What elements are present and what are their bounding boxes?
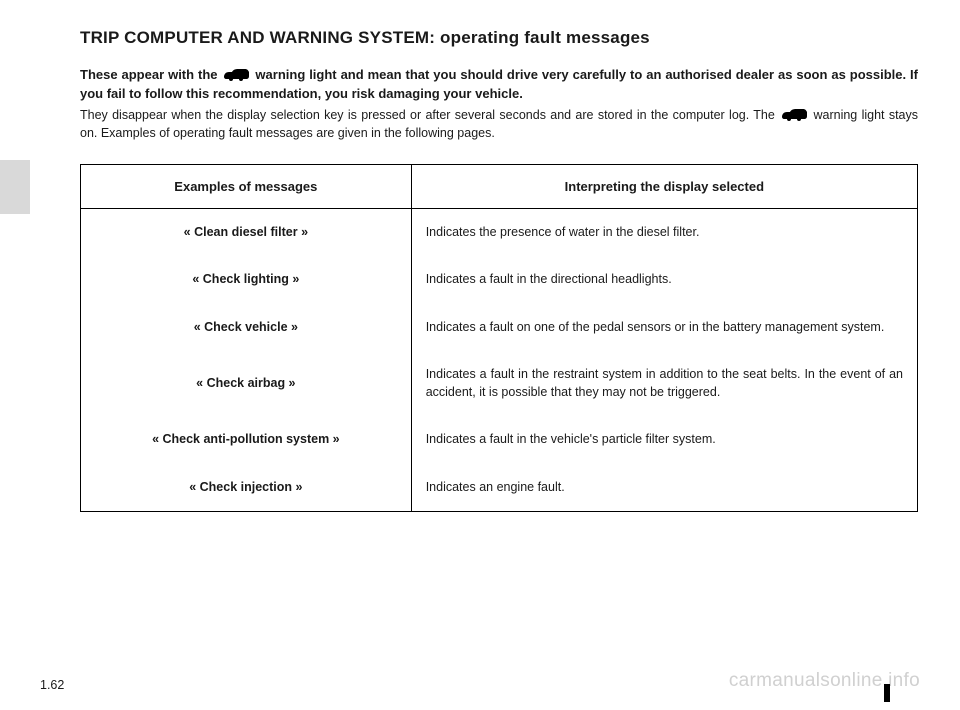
footer-mark — [884, 684, 890, 702]
intro-bold-text-1: These appear with the — [80, 67, 221, 82]
fault-messages-table: Examples of messages Interpreting the di… — [80, 164, 918, 513]
table-header-row: Examples of messages Interpreting the di… — [81, 164, 918, 208]
header-interpreting: Interpreting the display selected — [411, 164, 917, 208]
car-icon-path — [782, 109, 807, 121]
car-warning-icon — [779, 108, 809, 121]
description-cell: Indicates a fault on one of the pedal se… — [411, 304, 917, 352]
page-number: 1.62 — [40, 678, 64, 692]
table-row: « Clean diesel filter » Indicates the pr… — [81, 208, 918, 256]
table-row: « Check anti-pollution system » Indicate… — [81, 416, 918, 464]
description-cell: Indicates an engine fault. — [411, 464, 917, 512]
message-cell: « Check airbag » — [81, 351, 412, 416]
watermark-text: carmanualsonline.info — [729, 670, 920, 692]
description-cell: Indicates a fault in the restraint syste… — [411, 351, 917, 416]
description-cell: Indicates a fault in the vehicle's parti… — [411, 416, 917, 464]
description-cell: Indicates a fault in the directional hea… — [411, 256, 917, 304]
car-icon-path — [224, 69, 249, 81]
message-cell: « Check vehicle » — [81, 304, 412, 352]
header-examples: Examples of messages — [81, 164, 412, 208]
section-tab — [0, 160, 30, 214]
table-row: « Check lighting » Indicates a fault in … — [81, 256, 918, 304]
message-cell: « Clean diesel filter » — [81, 208, 412, 256]
manual-page: TRIP COMPUTER AND WARNING SYSTEM: operat… — [0, 0, 960, 710]
message-cell: « Check lighting » — [81, 256, 412, 304]
page-title: TRIP COMPUTER AND WARNING SYSTEM: operat… — [80, 28, 918, 48]
description-cell: Indicates the presence of water in the d… — [411, 208, 917, 256]
intro-regular: They disappear when the display selectio… — [80, 106, 918, 142]
intro-bold: These appear with the warning light and … — [80, 66, 918, 104]
message-cell: « Check injection » — [81, 464, 412, 512]
table-row: « Check injection » Indicates an engine … — [81, 464, 918, 512]
table-row: « Check airbag » Indicates a fault in th… — [81, 351, 918, 416]
table-row: « Check vehicle » Indicates a fault on o… — [81, 304, 918, 352]
car-warning-icon — [221, 68, 251, 81]
intro-reg-text-1: They disappear when the display selectio… — [80, 108, 779, 122]
message-cell: « Check anti-pollution system » — [81, 416, 412, 464]
